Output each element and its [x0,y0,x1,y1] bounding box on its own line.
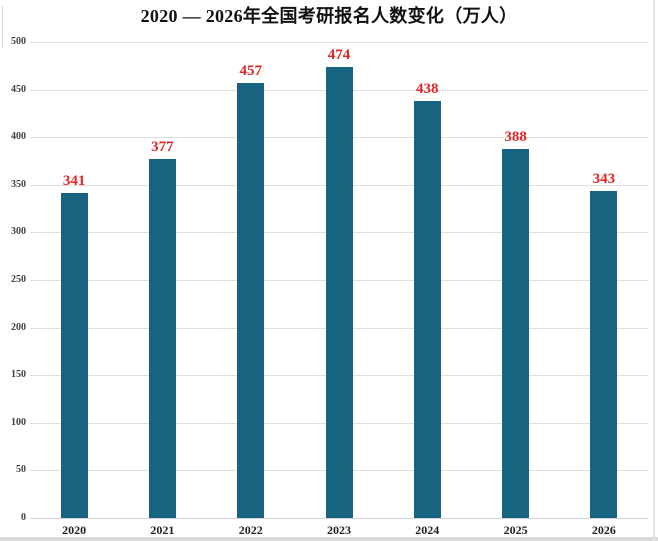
y-tick-label-250: 250 [11,274,26,285]
x-tick-label-2022: 2022 [238,523,263,537]
y-tick-label-0: 0 [21,512,26,523]
y-tick-label-500: 500 [11,36,26,47]
y-tick-label-400: 400 [11,131,26,143]
bar-value-label-2026: 343 [592,171,616,188]
bar-value-label-2020: 341 [62,173,86,190]
chart-title: 2020 — 2026年全国考研报名人数变化（万人） [140,6,518,26]
bar-2022 [237,82,265,518]
y-tick-label-450: 450 [11,83,26,95]
y-tick-label-100: 100 [11,416,26,428]
bar-value-label-2022: 457 [239,62,262,79]
x-tick-label-2020: 2020 [62,523,87,537]
bar-2021 [148,159,176,518]
gridline-0 [30,518,648,519]
x-tick-label-2024: 2024 [415,523,440,537]
bar-value-label-2023: 474 [327,46,351,63]
left-edge-artifact [2,6,3,48]
y-tick-label-150: 150 [11,369,26,381]
right-edge-border [653,0,655,541]
x-tick-label-2026: 2026 [591,523,616,537]
x-tick-label-2025: 2025 [503,523,528,537]
y-tick-label-50: 50 [16,464,26,476]
gridline-500 [30,42,648,43]
bar-value-label-2025: 388 [504,128,527,145]
bar-2024 [413,101,441,518]
bar-2023 [325,66,353,518]
x-tick-label-2021: 2021 [150,523,175,537]
bar-2026 [590,191,618,518]
bar-2020 [60,193,88,518]
y-tick-label-350: 350 [11,178,26,190]
bar-value-label-2024: 438 [416,81,439,98]
y-tick-label-300: 300 [11,226,26,238]
y-tick-label-200: 200 [11,321,26,333]
bottom-edge-strip [0,537,658,541]
bar-2025 [502,148,530,518]
x-tick-label-2023: 2023 [327,523,351,537]
bar-value-label-2021: 377 [151,139,174,156]
